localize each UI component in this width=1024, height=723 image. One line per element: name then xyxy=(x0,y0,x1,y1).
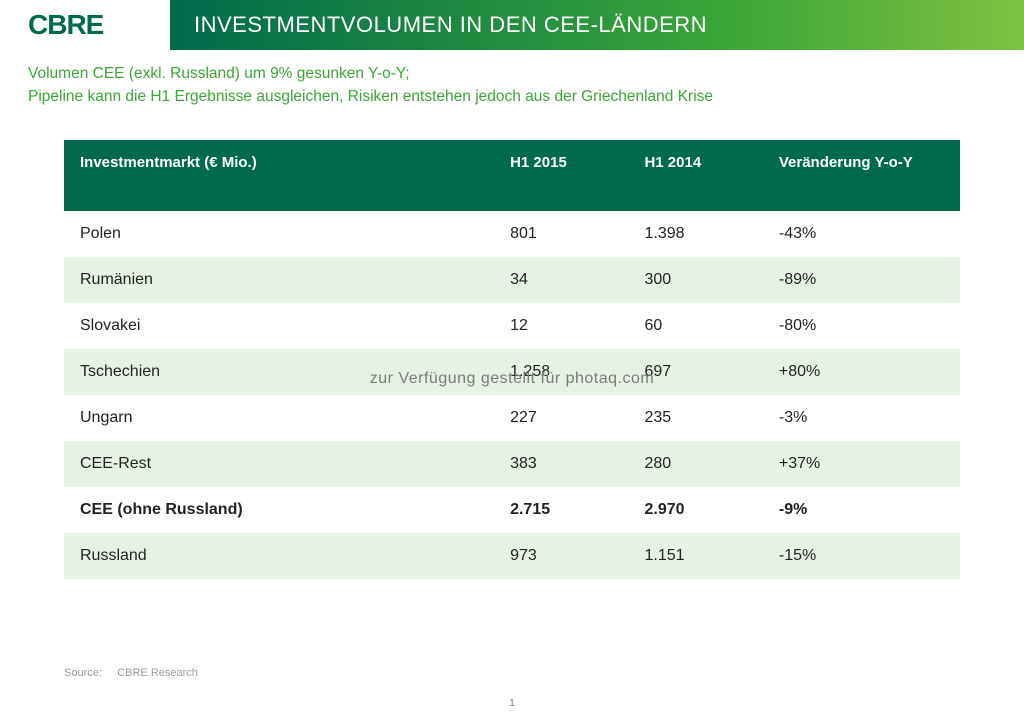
cell-change: -80% xyxy=(763,303,960,349)
table-row: Russland9731.151-15% xyxy=(64,533,960,579)
source-line: Source: CBRE Research xyxy=(64,667,198,679)
page-title: INVESTMENTVOLUMEN IN DEN CEE-LÄNDERN xyxy=(194,12,707,38)
subtitle-line-1: Volumen CEE (exkl. Russland) um 9% gesun… xyxy=(28,62,984,85)
cell-h1_2014: 1.151 xyxy=(628,533,762,579)
cell-h1_2015: 2.715 xyxy=(494,487,628,533)
col-header-market: Investmentmarkt (€ Mio.) xyxy=(64,140,494,211)
investment-table-wrap: Investmentmarkt (€ Mio.) H1 2015 H1 2014… xyxy=(64,140,960,579)
cell-h1_2015: 383 xyxy=(494,441,628,487)
cell-h1_2015: 12 xyxy=(494,303,628,349)
col-header-change: Veränderung Y-o-Y xyxy=(763,140,960,211)
cell-change: -9% xyxy=(763,487,960,533)
cell-change: -43% xyxy=(763,211,960,257)
page-number: 1 xyxy=(0,698,1024,709)
cell-h1_2015: 1.258 xyxy=(494,349,628,395)
cell-h1_2014: 300 xyxy=(628,257,762,303)
title-bar: INVESTMENTVOLUMEN IN DEN CEE-LÄNDERN xyxy=(170,0,1024,50)
subtitle-line-2: Pipeline kann die H1 Ergebnisse ausgleic… xyxy=(28,85,984,108)
table-row: Polen8011.398-43% xyxy=(64,211,960,257)
table-row: CEE (ohne Russland)2.7152.970-9% xyxy=(64,487,960,533)
cell-h1_2014: 280 xyxy=(628,441,762,487)
cell-h1_2014: 1.398 xyxy=(628,211,762,257)
cell-h1_2014: 60 xyxy=(628,303,762,349)
cell-h1_2014: 697 xyxy=(628,349,762,395)
source-value: CBRE Research xyxy=(117,667,198,679)
cell-market: Polen xyxy=(64,211,494,257)
col-header-h1-2014: H1 2014 xyxy=(628,140,762,211)
cell-market: CEE (ohne Russland) xyxy=(64,487,494,533)
cell-h1_2015: 34 xyxy=(494,257,628,303)
cell-market: Tschechien xyxy=(64,349,494,395)
cell-market: CEE-Rest xyxy=(64,441,494,487)
logo: CBRE xyxy=(0,0,170,50)
table-row: Rumänien34300-89% xyxy=(64,257,960,303)
table-body: Polen8011.398-43%Rumänien34300-89%Slovak… xyxy=(64,211,960,579)
table-row: CEE-Rest383280+37% xyxy=(64,441,960,487)
investment-table: Investmentmarkt (€ Mio.) H1 2015 H1 2014… xyxy=(64,140,960,579)
logo-text: CBRE xyxy=(28,9,103,41)
cell-market: Rumänien xyxy=(64,257,494,303)
cell-h1_2015: 973 xyxy=(494,533,628,579)
source-label: Source: xyxy=(64,667,102,679)
cell-h1_2014: 235 xyxy=(628,395,762,441)
subtitle: Volumen CEE (exkl. Russland) um 9% gesun… xyxy=(28,62,984,109)
cell-h1_2014: 2.970 xyxy=(628,487,762,533)
cell-market: Ungarn xyxy=(64,395,494,441)
table-row: Tschechien1.258697+80% xyxy=(64,349,960,395)
cell-change: -15% xyxy=(763,533,960,579)
cell-market: Slovakei xyxy=(64,303,494,349)
table-row: Ungarn227235-3% xyxy=(64,395,960,441)
table-row: Slovakei1260-80% xyxy=(64,303,960,349)
cell-change: +80% xyxy=(763,349,960,395)
cell-change: -3% xyxy=(763,395,960,441)
col-header-h1-2015: H1 2015 xyxy=(494,140,628,211)
cell-market: Russland xyxy=(64,533,494,579)
header-bar: CBRE INVESTMENTVOLUMEN IN DEN CEE-LÄNDER… xyxy=(0,0,1024,50)
cell-change: -89% xyxy=(763,257,960,303)
table-header-row: Investmentmarkt (€ Mio.) H1 2015 H1 2014… xyxy=(64,140,960,211)
cell-h1_2015: 801 xyxy=(494,211,628,257)
cell-change: +37% xyxy=(763,441,960,487)
cell-h1_2015: 227 xyxy=(494,395,628,441)
